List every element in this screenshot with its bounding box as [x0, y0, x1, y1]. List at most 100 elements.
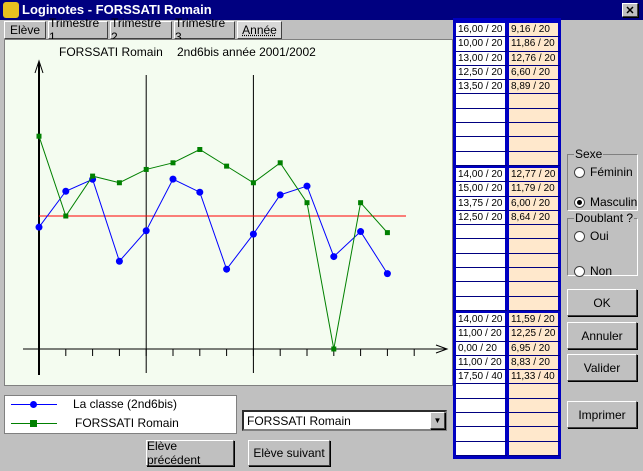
group-label: Sexe: [574, 147, 604, 161]
point: [276, 191, 284, 199]
grade-cell: 16,00 / 20: [456, 23, 507, 38]
grade-cell: 11,86 / 20: [509, 37, 560, 52]
tab[interactable]: Année: [237, 21, 282, 39]
chart: FORSSATI Romain 2nd6bis année 2001/2002: [4, 39, 453, 386]
tab[interactable]: Trimestre 2: [110, 16, 172, 44]
grade-cell: 12,50 / 20: [456, 211, 507, 226]
point: [170, 160, 176, 166]
grade-cell: 12,76 / 20: [509, 52, 560, 66]
grade-cell: [509, 225, 560, 240]
legend-marker: [30, 420, 37, 427]
button[interactable]: Valider: [567, 354, 637, 381]
point: [36, 133, 42, 139]
radio-label[interactable]: Oui: [590, 229, 609, 243]
point: [384, 230, 390, 236]
point: [63, 213, 69, 219]
grade-cell: [509, 123, 560, 138]
title-bar: Loginotes - FORSSATI Romain ✕: [0, 0, 643, 20]
grade-cell: [509, 109, 560, 124]
point: [142, 227, 150, 235]
dropdown-arrow[interactable]: ▼: [430, 412, 445, 429]
app-icon: [3, 2, 19, 18]
point: [196, 188, 204, 196]
grade-cell: 9,16 / 20: [509, 23, 560, 38]
point: [383, 270, 391, 278]
legend-marker: [30, 401, 37, 408]
grade-cell: 17,50 / 40: [456, 370, 507, 385]
nav-button[interactable]: Elève précédent: [146, 439, 234, 467]
close-button[interactable]: ✕: [622, 3, 638, 17]
grade-cell: [509, 427, 560, 442]
point: [357, 228, 365, 236]
series-line: [38, 136, 388, 350]
grade-cell: 8,83 / 20: [509, 356, 560, 371]
point: [223, 265, 231, 273]
point: [35, 223, 43, 231]
point: [249, 230, 257, 238]
chart-title: FORSSATI Romain: [59, 45, 163, 59]
grade-cell: 14,00 / 20: [456, 168, 507, 183]
grade-cell: 8,64 / 20: [509, 211, 560, 226]
radio-label[interactable]: Féminin: [590, 165, 633, 179]
grade-cell: [456, 413, 507, 428]
button[interactable]: OK: [567, 289, 637, 316]
grade-cell: [509, 282, 560, 297]
grade-cell: [456, 399, 507, 414]
radio[interactable]: [574, 231, 585, 242]
button[interactable]: Imprimer: [567, 401, 637, 428]
point: [304, 200, 310, 206]
grade-cell: 13,50 / 20: [456, 80, 507, 95]
radio[interactable]: [574, 197, 585, 208]
grade-cell: [509, 152, 560, 166]
grade-cell: [456, 268, 507, 283]
point: [330, 253, 338, 261]
point: [143, 166, 149, 172]
grade-cell: [509, 94, 560, 109]
radio-dot: [577, 200, 582, 205]
radio-label[interactable]: Non: [590, 264, 613, 278]
tab[interactable]: Elève: [4, 21, 46, 39]
grade-cell: [509, 297, 560, 311]
chart-subtitle: 2nd6bis année 2001/2002: [177, 45, 316, 59]
point: [331, 346, 337, 352]
point: [90, 173, 96, 179]
grade-cell: [456, 282, 507, 297]
point: [197, 147, 203, 152]
grade-cell: [456, 123, 507, 138]
student-select[interactable]: FORSSATI Romain ▼: [242, 410, 447, 431]
y-arrow: [34, 59, 44, 74]
radio[interactable]: [574, 266, 585, 277]
tab[interactable]: Trimestre 1: [48, 16, 108, 44]
grade-column: 12,77 / 20 11,79 / 20 6,00 / 20 8,64 / 20: [509, 168, 560, 311]
point: [224, 163, 230, 169]
grade-cell: [456, 225, 507, 240]
grade-cell: [456, 442, 507, 456]
grade-column: 11,59 / 20 12,25 / 20 6,95 / 20 8,83 / 20 11…: [509, 313, 560, 456]
point: [116, 180, 122, 186]
radio-group: Doublant ? Oui Non: [567, 211, 638, 278]
grade-cell: [456, 137, 507, 152]
grade-cell: [509, 399, 560, 414]
grade-cell: 11,59 / 20: [509, 313, 560, 328]
radio[interactable]: [574, 167, 585, 178]
x-arrow: [435, 344, 449, 354]
point: [303, 182, 311, 190]
grade-cell: [509, 384, 560, 399]
tab[interactable]: Trimestre 3: [174, 16, 235, 44]
group-label: Doublant ?: [574, 211, 635, 225]
radio-label[interactable]: Masculin: [590, 195, 638, 209]
point: [169, 175, 177, 183]
nav-button[interactable]: Elève suivant: [248, 440, 330, 466]
grade-column: 9,16 / 20 11,86 / 20 12,76 / 20 6,60 / 20 8,…: [509, 23, 560, 166]
point: [115, 257, 123, 265]
grade-cell: 10,00 / 20: [456, 37, 507, 52]
grade-cell: 11,79 / 20: [509, 182, 560, 197]
grade-cell: [509, 239, 560, 254]
button[interactable]: Annuler: [567, 322, 637, 349]
grade-cell: [509, 442, 560, 456]
legend-label: La classe (2nd6bis): [73, 397, 178, 411]
grade-cell: [456, 384, 507, 399]
grade-cell: [456, 427, 507, 442]
grade-cell: [456, 109, 507, 124]
